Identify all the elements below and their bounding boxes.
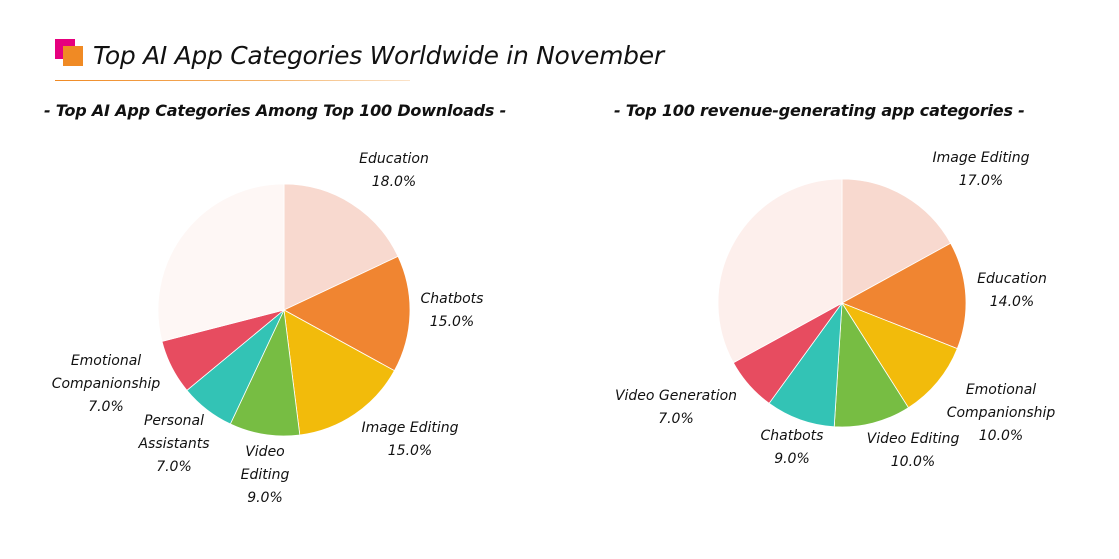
chart-1-label-chatbots: Chatbots 15.0% <box>421 291 484 330</box>
chart-2-label-education: Education 14.0% <box>977 271 1047 310</box>
chart-2-title: - Top 100 revenue-generating app categor… <box>614 101 1025 120</box>
chart-2-slice-emotional-companionship <box>841 302 958 409</box>
chart-2-label-emotional-companionship: Emotional Companionship 10.0% <box>947 382 1056 444</box>
chart-1-label-video-editing: Video Editing 9.0% <box>241 444 290 506</box>
page-title: Top AI App Categories Worldwide in Novem… <box>93 41 664 70</box>
chart-1-slice-image-editing <box>283 309 395 436</box>
chart-1-slice-chatbots <box>283 255 411 372</box>
chart-1-slice-other <box>157 183 285 342</box>
chart-2-label-video-editing: Video Editing 10.0% <box>867 431 960 470</box>
chart-2-label-chatbots: Chatbots 9.0% <box>761 428 824 467</box>
chart-1-label-emotional-companionship: Emotional Companionship 7.0% <box>52 353 161 415</box>
chart-2-label-video-generation: Video Generation 7.0% <box>615 388 737 427</box>
chart-1-slice-education <box>283 183 399 311</box>
chart-1-label-education: Education 18.0% <box>359 151 429 190</box>
chart-2-slice-education <box>841 242 967 350</box>
brand-logo-icon <box>55 39 85 69</box>
chart-2-slice-video-editing <box>833 301 909 428</box>
chart-2-label-image-editing: Image Editing 17.0% <box>932 150 1029 189</box>
title-underline <box>55 80 410 81</box>
chart-2-slice-image-editing <box>841 178 952 304</box>
chart-1-label-image-editing: Image Editing 15.0% <box>361 420 458 459</box>
chart-1-label-personal-assistants: Personal Assistants 7.0% <box>137 413 209 475</box>
chart-2-slice-other <box>717 178 843 364</box>
chart-1-title: - Top AI App Categories Among Top 100 Do… <box>44 101 507 120</box>
logo-orange-square <box>63 46 83 66</box>
